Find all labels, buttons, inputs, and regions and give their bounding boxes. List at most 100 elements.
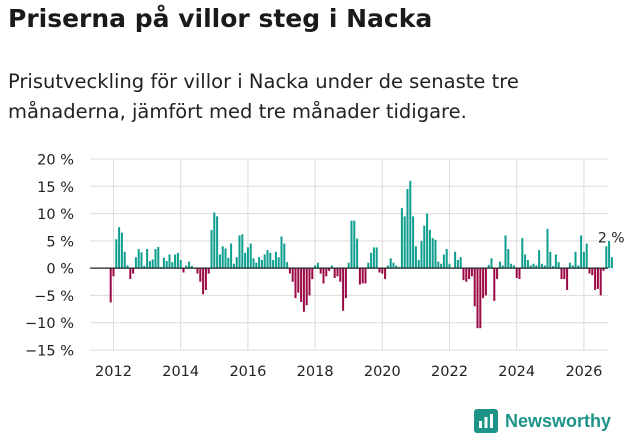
bar [392, 262, 395, 269]
newsworthy-logo-icon [474, 409, 498, 433]
bar [302, 268, 305, 312]
bar [224, 248, 227, 269]
bar [479, 268, 482, 329]
bar [423, 225, 426, 269]
x-tick-label: 2012 [95, 364, 132, 380]
bar [342, 268, 345, 311]
bar [456, 259, 459, 269]
bar [538, 250, 541, 269]
bar [563, 268, 566, 280]
bar [490, 258, 493, 269]
bar [426, 213, 429, 269]
bar [190, 265, 193, 269]
bar [210, 229, 213, 269]
bar [330, 265, 333, 269]
bar [582, 251, 585, 269]
bar [518, 268, 521, 280]
bar [549, 251, 552, 269]
bar [182, 268, 185, 273]
bar [311, 268, 314, 280]
bar [605, 246, 608, 269]
x-tick-label: 2020 [364, 364, 401, 380]
bar [252, 258, 255, 269]
x-tick-label: 2014 [162, 364, 199, 380]
bar-chart: 20 %15 %10 %5 %0 %−5 %−10 %−15 % 2012 201… [25, 153, 625, 381]
bar [168, 254, 171, 269]
bar [400, 208, 403, 269]
bar [266, 250, 269, 269]
bar [370, 252, 373, 269]
bar [185, 265, 188, 269]
bar [515, 268, 518, 278]
bar [286, 262, 289, 269]
bar [325, 268, 328, 277]
bar [305, 268, 308, 306]
bar [199, 268, 202, 282]
bar [470, 268, 473, 277]
bar [375, 247, 378, 269]
bar [445, 249, 448, 269]
page-title: Priserna på villor steg i Nacka [8, 4, 433, 33]
y-tick-label: 5 % [46, 234, 74, 250]
bar [591, 268, 594, 276]
bar [588, 268, 591, 274]
bar [406, 189, 409, 269]
bar [367, 262, 370, 269]
bar [378, 268, 381, 273]
bar [288, 268, 291, 274]
bar [532, 263, 535, 269]
bar [294, 268, 297, 299]
bar [232, 263, 235, 269]
bar [482, 268, 485, 299]
bar [571, 265, 574, 269]
bar [216, 216, 219, 269]
bar [409, 180, 412, 269]
bar [540, 263, 543, 269]
bar [389, 258, 392, 269]
bar [454, 251, 457, 269]
bar [344, 268, 347, 299]
bar [353, 220, 356, 269]
bar [300, 268, 303, 302]
brand-name: Newsworthy [505, 410, 612, 431]
y-tick-label: −15 % [25, 344, 74, 360]
bar [129, 268, 132, 280]
bar [580, 235, 583, 269]
bar [431, 238, 434, 269]
x-tick-label: 2016 [229, 364, 266, 380]
bar [291, 268, 294, 282]
bar [132, 268, 135, 274]
bar [207, 268, 210, 274]
bar [154, 249, 157, 269]
bar [372, 247, 375, 269]
bar [196, 268, 199, 274]
bar [140, 252, 143, 269]
bar [165, 261, 168, 269]
bar [322, 268, 325, 284]
bar [274, 251, 277, 269]
x-tick-label: 2022 [431, 364, 468, 380]
bar [504, 235, 507, 269]
bar [221, 246, 224, 269]
bar [176, 252, 179, 269]
bar [218, 254, 221, 269]
bar [543, 265, 546, 269]
bar [361, 268, 364, 284]
bar [602, 268, 605, 271]
bar [448, 263, 451, 269]
x-tick-label: 2018 [297, 364, 334, 380]
bar [297, 268, 300, 293]
bar [465, 268, 468, 282]
bar [260, 259, 263, 269]
bar [395, 265, 398, 269]
bar [269, 252, 272, 269]
bar [308, 268, 311, 296]
bar [115, 239, 118, 269]
bar [501, 265, 504, 269]
bar [151, 259, 154, 269]
bar [417, 259, 420, 269]
bar [347, 262, 350, 269]
y-tick-label: 0 % [46, 262, 74, 278]
bar [280, 236, 283, 269]
bar [510, 263, 513, 269]
